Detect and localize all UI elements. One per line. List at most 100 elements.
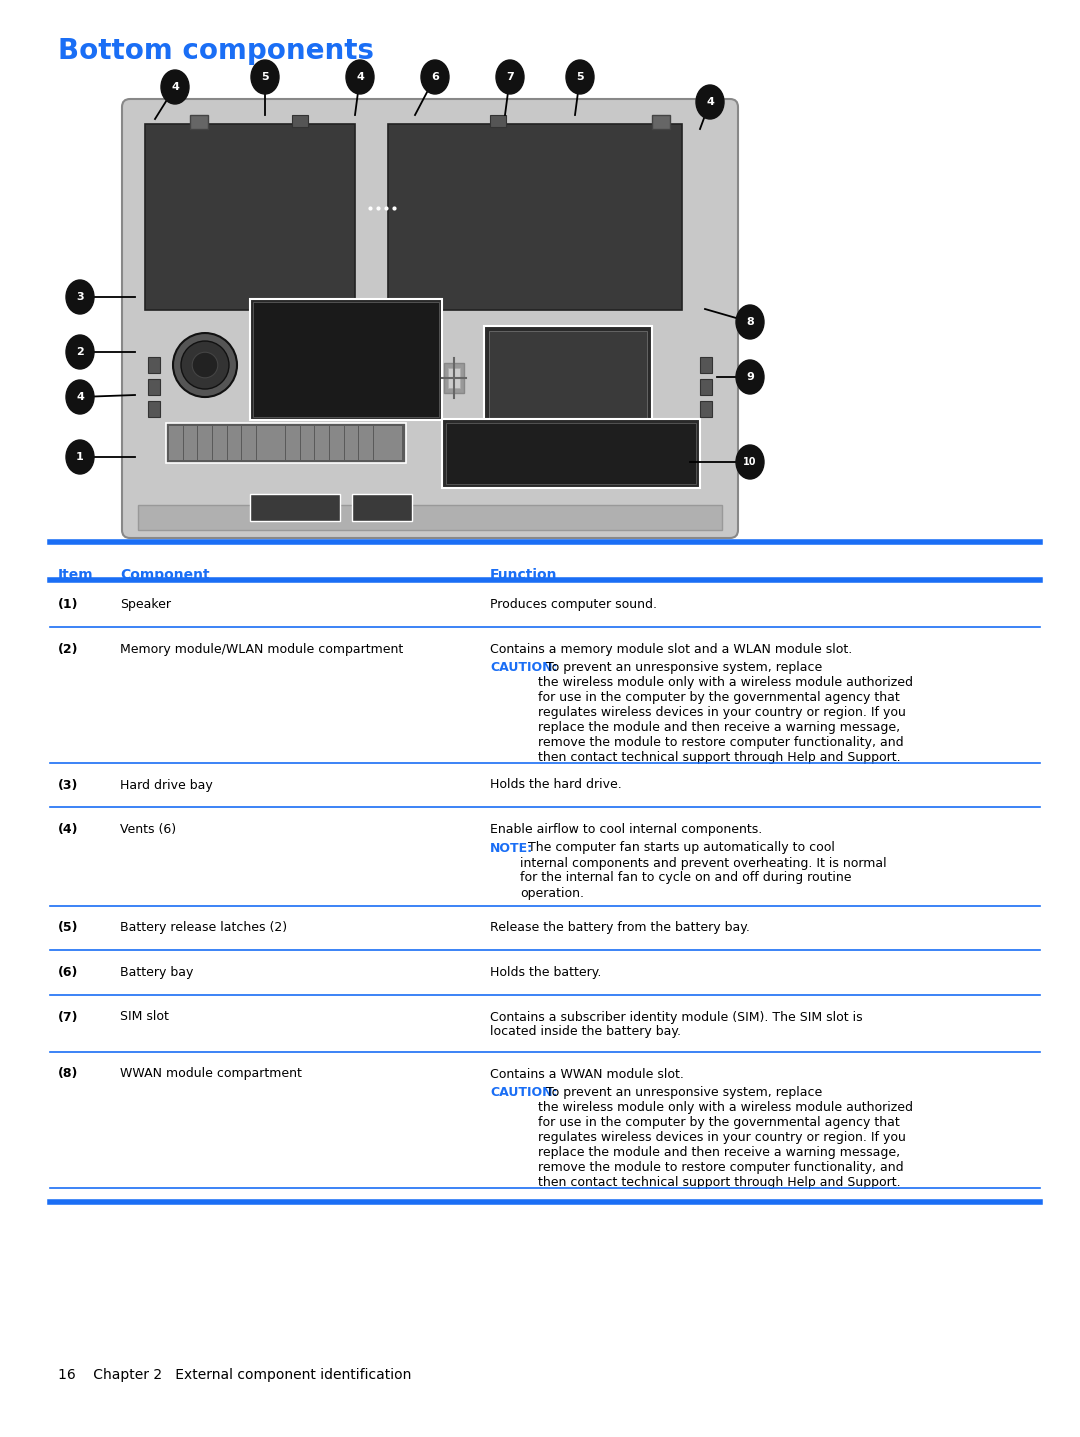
Text: Component: Component xyxy=(120,568,210,582)
Text: Produces computer sound.: Produces computer sound. xyxy=(490,598,657,611)
Bar xyxy=(652,115,670,129)
Bar xyxy=(489,331,647,424)
Text: NOTE:: NOTE: xyxy=(490,842,534,855)
Bar xyxy=(271,425,285,460)
Ellipse shape xyxy=(346,60,374,93)
Bar xyxy=(148,378,160,395)
Bar xyxy=(249,299,442,420)
Text: 4: 4 xyxy=(76,392,84,402)
Text: Item: Item xyxy=(58,568,94,582)
FancyBboxPatch shape xyxy=(122,99,738,537)
Ellipse shape xyxy=(181,341,229,389)
Text: To prevent an unresponsive system, replace
the wireless module only with a wirel: To prevent an unresponsive system, repla… xyxy=(538,661,913,764)
Bar xyxy=(444,364,464,392)
Ellipse shape xyxy=(696,85,724,119)
Bar xyxy=(148,401,160,417)
Ellipse shape xyxy=(496,60,524,93)
Text: Hard drive bay: Hard drive bay xyxy=(120,779,213,792)
Bar xyxy=(442,420,700,487)
Text: Vents (6): Vents (6) xyxy=(120,823,176,836)
Text: Contains a WWAN module slot.: Contains a WWAN module slot. xyxy=(490,1068,684,1081)
Bar xyxy=(213,425,227,460)
Ellipse shape xyxy=(161,70,189,103)
Ellipse shape xyxy=(421,60,449,93)
Ellipse shape xyxy=(66,379,94,414)
Text: Holds the hard drive.: Holds the hard drive. xyxy=(490,779,622,792)
Ellipse shape xyxy=(735,305,764,339)
Bar xyxy=(329,425,343,460)
Text: 5: 5 xyxy=(261,72,269,82)
Bar xyxy=(360,425,373,460)
Text: The computer fan starts up automatically to cool
internal components and prevent: The computer fan starts up automatically… xyxy=(519,842,887,900)
Bar xyxy=(148,356,160,372)
Text: Contains a subscriber identity module (SIM). The SIM slot is
located inside the : Contains a subscriber identity module (S… xyxy=(490,1010,863,1039)
Text: Battery release latches (2): Battery release latches (2) xyxy=(120,921,287,934)
Bar xyxy=(300,425,314,460)
Text: To prevent an unresponsive system, replace
the wireless module only with a wirel: To prevent an unresponsive system, repla… xyxy=(538,1086,913,1188)
Ellipse shape xyxy=(66,280,94,315)
Ellipse shape xyxy=(251,60,279,93)
Text: Battery bay: Battery bay xyxy=(120,966,193,979)
Bar xyxy=(249,494,340,520)
Text: 2: 2 xyxy=(76,346,84,356)
Text: Holds the battery.: Holds the battery. xyxy=(490,966,602,979)
Text: 4: 4 xyxy=(706,98,714,106)
Text: 7: 7 xyxy=(507,72,514,82)
Bar xyxy=(389,425,402,460)
Bar xyxy=(700,378,712,395)
Bar xyxy=(242,425,256,460)
Ellipse shape xyxy=(66,335,94,369)
Text: 3: 3 xyxy=(77,292,84,302)
Text: (6): (6) xyxy=(58,966,79,979)
Text: Bottom components: Bottom components xyxy=(58,37,374,65)
Bar xyxy=(190,115,208,129)
Ellipse shape xyxy=(173,333,237,397)
Text: (4): (4) xyxy=(58,823,79,836)
Ellipse shape xyxy=(735,361,764,394)
Bar xyxy=(166,422,406,463)
Bar xyxy=(345,425,359,460)
Bar xyxy=(199,425,212,460)
Text: (2): (2) xyxy=(58,642,79,655)
Ellipse shape xyxy=(566,60,594,93)
Text: SIM slot: SIM slot xyxy=(120,1010,168,1023)
Text: CAUTION:: CAUTION: xyxy=(490,661,557,674)
Bar xyxy=(700,401,712,417)
Text: 6: 6 xyxy=(431,72,438,82)
Bar xyxy=(700,356,712,372)
Bar xyxy=(315,425,329,460)
Ellipse shape xyxy=(192,352,218,378)
Ellipse shape xyxy=(735,445,764,479)
Text: 8: 8 xyxy=(746,318,754,328)
Text: CAUTION:: CAUTION: xyxy=(490,1086,557,1099)
Bar xyxy=(292,115,308,126)
Text: 10: 10 xyxy=(743,457,757,467)
Text: (7): (7) xyxy=(58,1010,79,1023)
Text: Enable airflow to cool internal components.: Enable airflow to cool internal componen… xyxy=(490,823,762,836)
Bar xyxy=(374,425,388,460)
Bar xyxy=(138,504,723,530)
Text: 9: 9 xyxy=(746,372,754,382)
Text: (1): (1) xyxy=(58,598,79,611)
Bar xyxy=(352,494,411,520)
Text: Memory module/WLAN module compartment: Memory module/WLAN module compartment xyxy=(120,642,403,655)
Text: WWAN module compartment: WWAN module compartment xyxy=(120,1068,302,1081)
Ellipse shape xyxy=(66,440,94,474)
Text: Function: Function xyxy=(490,568,557,582)
Text: Contains a memory module slot and a WLAN module slot.: Contains a memory module slot and a WLAN… xyxy=(490,642,852,655)
Bar xyxy=(388,124,681,310)
Bar xyxy=(446,424,696,484)
Bar xyxy=(168,425,183,460)
Text: 1: 1 xyxy=(76,453,84,463)
Text: 4: 4 xyxy=(171,82,179,92)
Bar xyxy=(145,124,355,310)
Bar xyxy=(484,326,652,428)
Bar xyxy=(184,425,198,460)
Bar xyxy=(490,115,507,126)
Text: (3): (3) xyxy=(58,779,79,792)
Bar xyxy=(286,425,300,460)
Bar xyxy=(448,368,460,388)
Text: (5): (5) xyxy=(58,921,79,934)
Text: 4: 4 xyxy=(356,72,364,82)
Bar xyxy=(253,302,438,417)
